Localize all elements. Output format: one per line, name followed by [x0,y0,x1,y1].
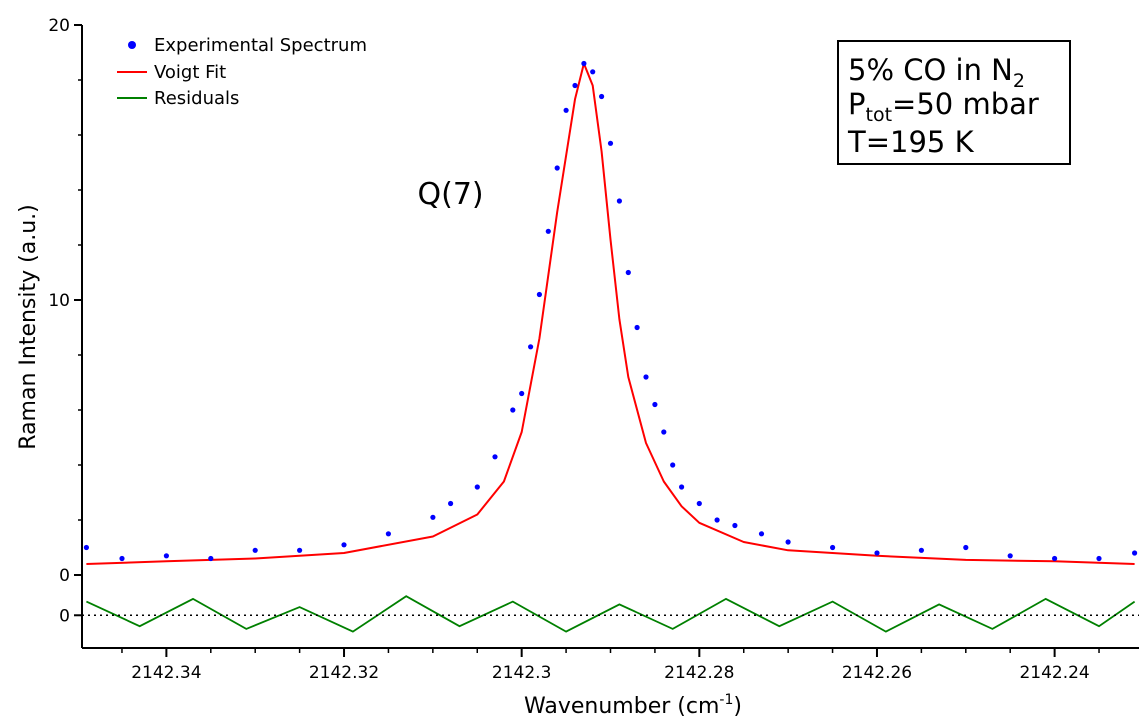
peak-annotation: Q(7) [418,177,484,212]
x-tick-label: 2142.34 [131,663,201,683]
data-point [519,390,525,397]
conditions-box: 5% CO in N2 Ptot=50 mbar T=195 K [837,40,1071,165]
conditions-line-pressure: Ptot=50 mbar [848,87,1039,126]
data-point [474,484,480,490]
data-point [528,344,534,350]
legend-label-experimental: Experimental Spectrum [154,35,367,56]
data-point [581,60,587,67]
data-point [652,401,658,408]
data-point [785,539,791,545]
data-point [625,269,631,276]
legend-label-residuals: Residuals [154,88,239,109]
voigt-fit-line [86,62,1135,565]
data-point [599,93,605,100]
x-axis-title: Wavenumber (cm-1) [524,692,742,717]
data-point [83,544,89,551]
data-point [430,514,436,520]
data-point [830,544,836,551]
legend: Experimental Spectrum Voigt Fit Residual… [117,35,367,109]
data-point [679,484,685,490]
data-point [341,542,347,548]
data-point [297,547,303,553]
data-point [163,553,169,559]
x-tick-label: 2142.26 [842,663,912,683]
conditions-box-frame [837,40,1071,165]
data-point [634,324,640,331]
legend-label-voigt: Voigt Fit [154,62,226,83]
data-point [963,544,969,551]
legend-marker-experimental [128,41,136,49]
data-point [563,107,569,113]
data-point [1132,550,1138,556]
axes-layer [74,24,1139,657]
tick-labels-layer: 0 10 20 0 2142.34 2142.32 2142.3 2142.28 2142.26… [48,16,1089,683]
data-point [1052,555,1058,562]
conditions-line-mixture: 5% CO in N2 [848,53,1025,92]
data-point [1096,555,1102,562]
conditions-line-temperature: T=195 K [847,125,975,159]
data-point [252,547,258,553]
data-point [590,69,596,75]
data-point [385,531,391,537]
y-tick-label: 0 [59,566,70,586]
experimental-points-layer [83,60,1138,562]
residuals-line [86,595,1136,633]
data-point [554,165,560,171]
voigt-fit-layer [86,62,1135,565]
data-point [1007,553,1013,559]
data-point [607,140,614,146]
data-point [696,500,702,507]
data-point [448,500,454,507]
x-tick-label: 2142.3 [492,663,551,683]
x-tick-label: 2142.24 [1019,663,1089,683]
data-point [758,531,765,537]
data-point [572,82,578,89]
residual-y-tick-label: 0 [59,606,70,626]
data-point [616,198,623,204]
x-tick-label: 2142.28 [664,663,734,683]
y-tick-label: 10 [48,291,70,311]
data-point [874,550,880,556]
data-point [918,547,925,553]
y-axis-title: Raman Intensity (a.u.) [16,204,41,449]
data-point [643,374,649,380]
x-tick-label: 2142.32 [309,663,379,683]
data-point [732,522,738,529]
data-point [670,462,676,468]
y-tick-label: 20 [48,16,70,36]
data-point [661,429,667,435]
data-point [492,454,498,460]
data-point [536,291,543,298]
data-point [714,517,720,523]
data-point [545,228,551,234]
data-point [208,555,214,562]
data-point [510,407,516,413]
data-point [119,555,125,562]
residuals-layer [86,595,1136,633]
